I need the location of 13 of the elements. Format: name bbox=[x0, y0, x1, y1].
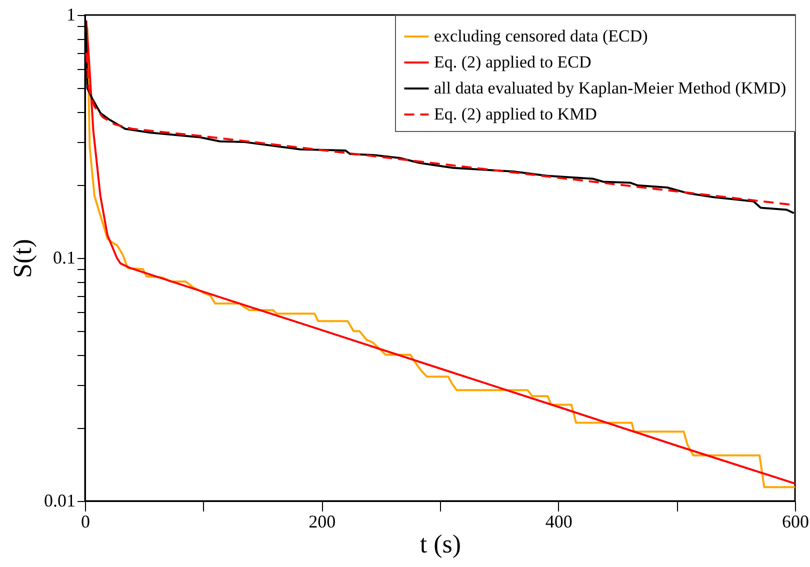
x-tick-label: 400 bbox=[545, 512, 572, 532]
x-axis-title: t (s) bbox=[420, 530, 462, 558]
legend-label: all data evaluated by Kaplan-Meier Method (KMD) bbox=[434, 78, 786, 98]
y-tick-label: 0.1 bbox=[53, 248, 76, 268]
legend-label: excluding censored data (ECD) bbox=[434, 26, 648, 46]
y-tick-label: 1 bbox=[66, 4, 76, 24]
y-tick-label: 0.01 bbox=[44, 490, 76, 510]
x-tick-label: 200 bbox=[308, 512, 336, 532]
y-axis-title: S(t) bbox=[8, 239, 37, 278]
x-tick-label: 0 bbox=[81, 512, 90, 532]
x-tick-label: 600 bbox=[782, 512, 809, 532]
legend-label: Eq. (2) applied to ECD bbox=[434, 52, 592, 72]
legend-label: Eq. (2) applied to KMD bbox=[434, 104, 597, 124]
